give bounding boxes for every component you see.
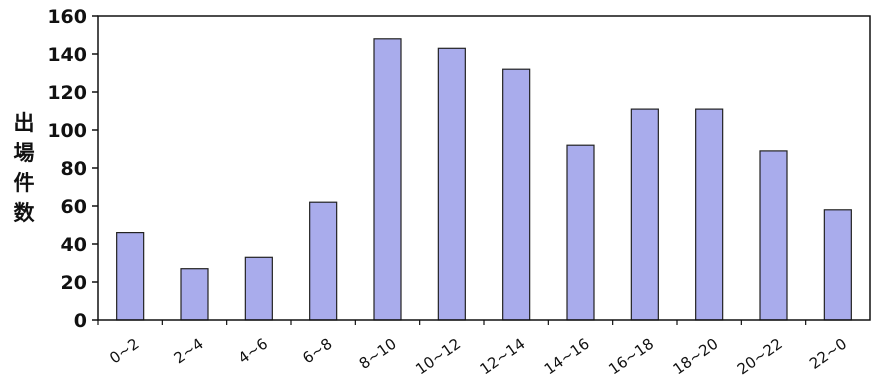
y-tick-label: 0 — [74, 310, 87, 332]
bar-12~14 — [502, 68, 531, 321]
x-tick-label: 0~2 — [106, 335, 142, 368]
y-tick-label: 160 — [47, 6, 87, 28]
bar-16~18 — [630, 108, 659, 321]
bar-4~6 — [244, 256, 273, 321]
x-tick-label: 22~0 — [806, 335, 850, 373]
y-tick-label: 40 — [61, 234, 87, 256]
x-tick-label: 12~14 — [477, 335, 529, 379]
y-tick-label: 140 — [47, 44, 87, 66]
bar-2~4 — [180, 268, 209, 321]
bar-20~22 — [759, 150, 788, 321]
y-axis-label-char: 数 — [14, 201, 36, 225]
y-tick-label: 20 — [61, 272, 87, 294]
bar-8~10 — [373, 38, 402, 321]
bar-22~0 — [823, 209, 852, 321]
bars — [116, 38, 852, 321]
plot-frame — [97, 15, 871, 321]
bar-0~2 — [116, 232, 145, 321]
y-axis-label-char: 出 — [14, 111, 35, 135]
bar-14~16 — [566, 144, 595, 321]
y-axis-ticks: 0 20 40 60 80 100 120 140 160 — [47, 6, 98, 332]
x-tick-label: 6~8 — [299, 335, 335, 368]
y-axis-label-char: 件 — [14, 171, 35, 195]
x-tick-label: 10~12 — [412, 335, 464, 379]
y-tick-label: 120 — [47, 82, 87, 104]
bar-10~12 — [437, 47, 466, 321]
x-tick-label: 18~20 — [670, 335, 722, 379]
bar-6~8 — [309, 201, 338, 321]
x-tick-label: 8~10 — [356, 335, 400, 373]
y-tick-label: 60 — [61, 196, 87, 218]
bar-18~20 — [695, 108, 724, 321]
plot-border — [97, 15, 871, 321]
y-tick-label: 100 — [47, 120, 87, 142]
x-tick-label: 4~6 — [235, 335, 271, 368]
x-tick-label: 14~16 — [541, 335, 593, 379]
y-tick-label: 80 — [61, 158, 87, 180]
x-tick-label: 2~4 — [171, 335, 207, 368]
x-tick-label: 20~22 — [734, 335, 786, 379]
x-axis-ticks: 0~2 2~4 4~6 6~8 8~10 10~12 12~14 14~16 16~18 18~2… — [97, 320, 850, 379]
x-tick-label: 16~18 — [605, 335, 657, 379]
y-axis-label-char: 場 — [14, 141, 35, 165]
